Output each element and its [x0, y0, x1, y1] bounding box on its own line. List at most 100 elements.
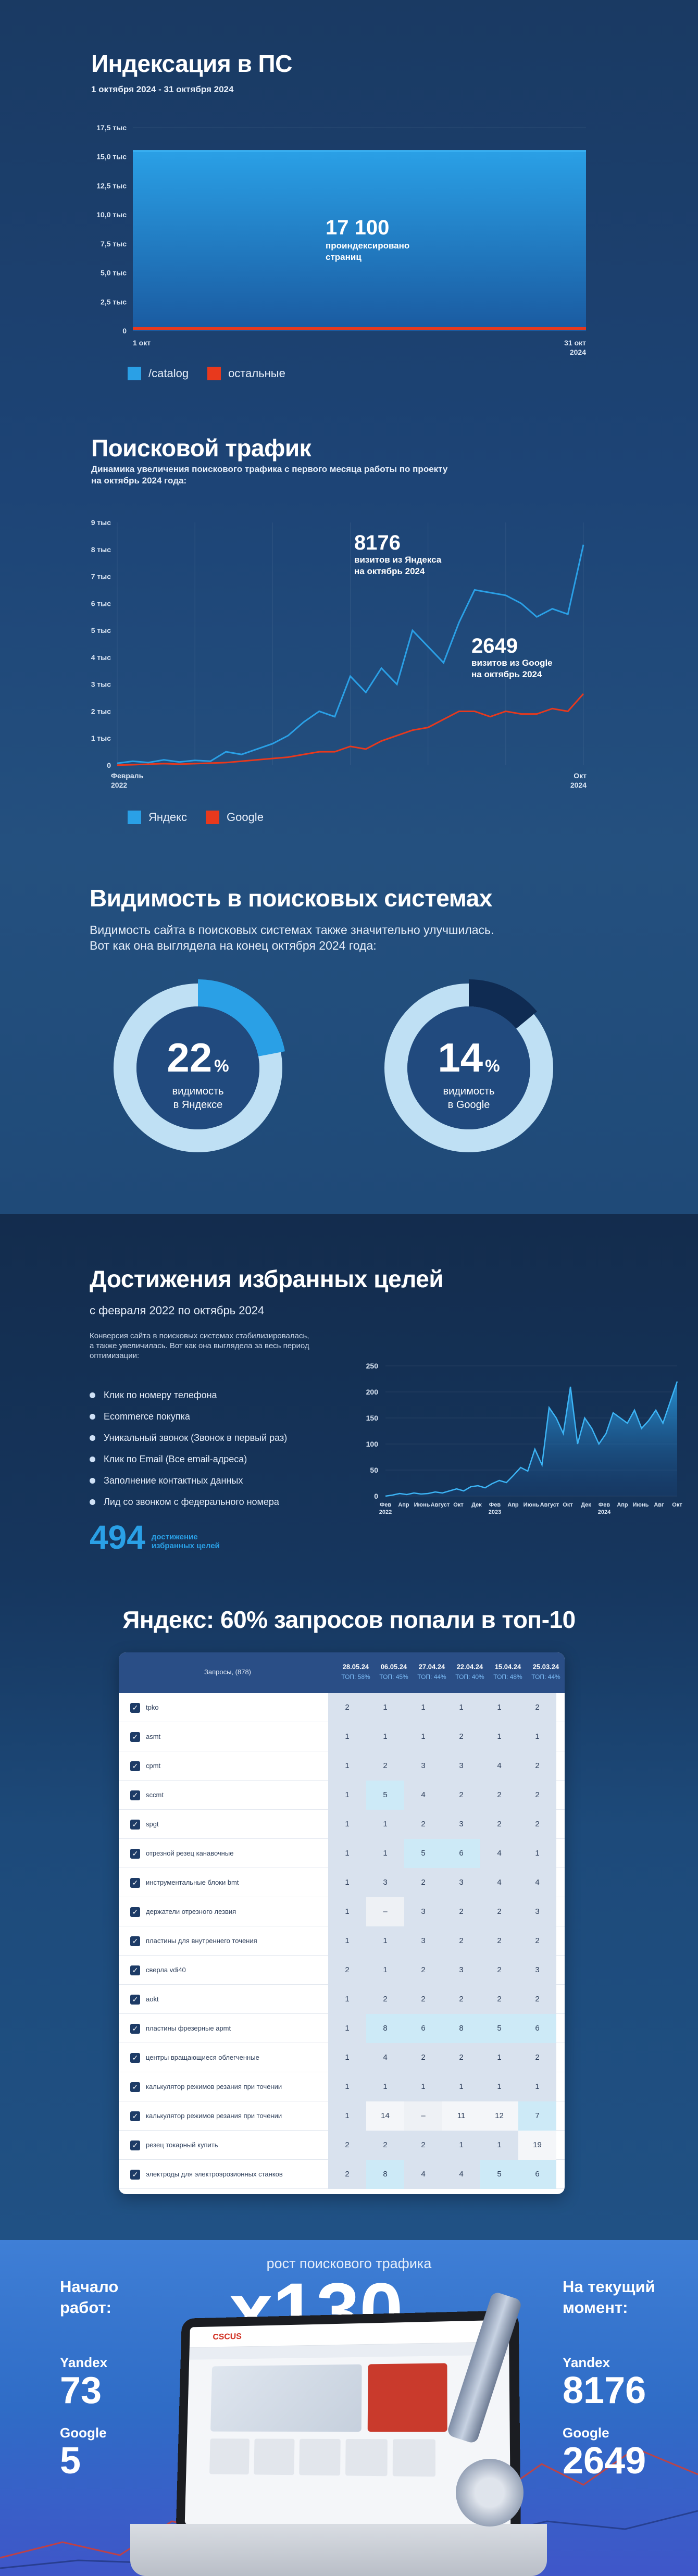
position-cell: 2 — [480, 1810, 518, 1839]
query-text: калькулятор режимов резания при точении — [146, 2112, 282, 2120]
table-row: ✓ держатели отрезного лезвия 1–3 2 2 3 — [119, 1897, 565, 1926]
goals-total-caption-1: достижение — [152, 1533, 220, 1541]
row-checkbox[interactable]: ✓ — [130, 1703, 140, 1713]
row-checkbox[interactable]: ✓ — [130, 1965, 140, 1975]
y-tick-label: 1 тыс — [91, 734, 111, 742]
row-checkbox[interactable]: ✓ — [130, 1761, 140, 1771]
current-title: На текущий момент: — [563, 2276, 655, 2318]
position-cell: 8 — [366, 2160, 404, 2189]
indexing-title: Индексация в ПС — [91, 49, 292, 78]
y-tick-label: 5,0 тыс — [101, 269, 127, 277]
y-tick-label: 200 — [366, 1388, 379, 1396]
position-cell: 1 — [366, 1693, 404, 1722]
row-checkbox[interactable]: ✓ — [130, 1790, 140, 1800]
row-checkbox[interactable]: ✓ — [130, 2170, 140, 2180]
table-row: ✓ пластины для внутреннего точения 1 1 3 2 2 2 — [119, 1926, 565, 1956]
x-tick-label: Август — [431, 1502, 450, 1508]
table-header-top-pct: ТОП: 44% — [518, 1673, 565, 1681]
position-cell: 2 — [366, 2131, 404, 2160]
yandex-visibility-caption-2: в Яндексе — [120, 1098, 276, 1112]
position-cell: 1 — [366, 1722, 404, 1751]
table-row: ✓ cpmt 1 2 3 3 4 2 — [119, 1751, 565, 1781]
y-tick-label: 17,5 тыс — [96, 123, 127, 132]
x-tick-label: Июнь — [524, 1502, 540, 1508]
position-cell: 7 — [518, 2101, 556, 2131]
table-row: ✓ пластины фрезерные apmt 1 8 6 8 5 6 — [119, 2014, 565, 2043]
annotation-google-value: 2649 — [471, 634, 518, 657]
milling-insert-image — [456, 2459, 524, 2527]
position-cell: 4 — [404, 1781, 442, 1810]
position-cell: 1 — [366, 1839, 404, 1868]
position-cell: 1 — [404, 2072, 442, 2101]
y-tick-label: 0 — [122, 327, 127, 335]
position-cell: 11 — [442, 2101, 480, 2131]
x-tick-label: Окт — [672, 1502, 682, 1508]
position-cell: 4 — [442, 2160, 480, 2189]
goal-item: Ecommerce покупка — [90, 1411, 287, 1422]
row-checkbox[interactable]: ✓ — [130, 1907, 140, 1917]
bullet-icon — [90, 1499, 95, 1505]
traffic-subtitle-line-1: Динамика увеличения поискового трафика с… — [91, 464, 447, 475]
row-checkbox[interactable]: ✓ — [130, 2053, 140, 2063]
bullet-icon — [90, 1392, 95, 1398]
row-checkbox[interactable]: ✓ — [130, 2024, 140, 2034]
position-cell: 5 — [480, 2014, 518, 2043]
table-row: ✓ резец токарный купить 2 2 2 1 1 19 — [119, 2131, 565, 2160]
row-checkbox[interactable]: ✓ — [130, 1820, 140, 1830]
current-google-label: Google — [563, 2425, 609, 2441]
row-checkbox[interactable]: ✓ — [130, 2111, 140, 2121]
position-cell: 1 — [442, 2131, 480, 2160]
query-text: отрезной резец канавочные — [146, 1849, 233, 1857]
goals-subtitle: с февраля 2022 по октябрь 2024 — [90, 1304, 264, 1317]
start-title: Начало работ: — [60, 2276, 118, 2318]
row-checkbox[interactable]: ✓ — [130, 1849, 140, 1859]
position-cell: 3 — [442, 1956, 480, 1985]
bullet-icon — [90, 1435, 95, 1441]
site-product-card — [299, 2439, 341, 2476]
annotation-text: страниц — [326, 252, 362, 262]
position-cell: 2 — [518, 1926, 556, 1956]
traffic-legend: Яндекс Google — [128, 811, 264, 824]
position-cell: 1 — [480, 2072, 518, 2101]
x-tick-label: Апр — [617, 1502, 628, 1508]
current-yandex-value: 8176 — [563, 2369, 646, 2412]
goal-label: Лид со звонком с федерального номера — [104, 1497, 279, 1508]
table-row: ✓ электроды для электроэрозионных станков… — [119, 2160, 565, 2189]
position-cell: 1 — [328, 1810, 366, 1839]
position-cell: 5 — [366, 1781, 404, 1810]
row-checkbox[interactable]: ✓ — [130, 1936, 140, 1946]
goal-label: Уникальный звонок (Звонок в первый раз) — [104, 1433, 287, 1443]
annotation-yandex-value: 8176 — [354, 531, 401, 554]
position-cell: 2 — [328, 1956, 366, 1985]
row-checkbox[interactable]: ✓ — [130, 2082, 140, 2092]
row-checkbox[interactable]: ✓ — [130, 2141, 140, 2150]
goals-total: 494 достижение избранных целей — [90, 1521, 220, 1553]
goal-label: Клик по Email (Все email-адреса) — [104, 1454, 247, 1465]
position-cell: 6 — [442, 1839, 480, 1868]
table-row: ✓ отрезной резец канавочные 1 1 5 6 4 1 — [119, 1839, 565, 1868]
position-cell: 3 — [366, 1868, 404, 1897]
position-cell: 2 — [328, 2160, 366, 2189]
position-cell: 14 — [366, 2101, 404, 2131]
google-visibility-caption-2: в Google — [391, 1098, 547, 1112]
bullet-icon — [90, 1414, 95, 1420]
position-cell: 4 — [404, 2160, 442, 2189]
position-cell: 2 — [518, 1985, 556, 2014]
goals-list: Клик по номеру телефона Ecommerce покупк… — [90, 1390, 287, 1518]
position-cell: 2 — [442, 1781, 480, 1810]
annotation-value: 17 100 — [326, 216, 389, 239]
site-logo: CSCUS — [213, 2331, 242, 2342]
row-checkbox[interactable]: ✓ — [130, 1995, 140, 2005]
position-cell: 2 — [366, 1751, 404, 1781]
start-yandex-value: 73 — [60, 2369, 102, 2412]
x-tick-label: Дек — [471, 1502, 482, 1508]
query-text: aokt — [146, 1995, 159, 2003]
position-cell: 2 — [442, 1926, 480, 1956]
position-cell: 2 — [404, 1868, 442, 1897]
row-checkbox[interactable]: ✓ — [130, 1878, 140, 1888]
y-tick-label: 7,5 тыс — [101, 240, 127, 248]
row-checkbox[interactable]: ✓ — [130, 1732, 140, 1742]
position-cell: 6 — [404, 2014, 442, 2043]
position-cell: 1 — [328, 1751, 366, 1781]
position-cell: 3 — [442, 1751, 480, 1781]
